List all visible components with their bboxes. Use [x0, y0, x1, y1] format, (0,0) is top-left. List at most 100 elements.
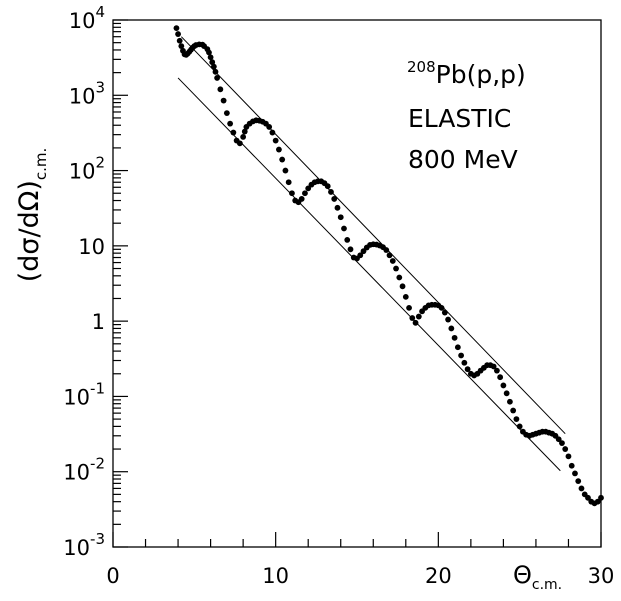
y-tick-label-exponent: 4	[95, 3, 105, 21]
data-point	[559, 440, 565, 446]
data-point	[207, 54, 214, 61]
data-point	[399, 283, 406, 290]
y-tick-label-base: 10	[69, 9, 96, 33]
envelope-line	[177, 77, 561, 472]
data-point	[389, 258, 396, 264]
data-point	[298, 196, 305, 202]
data-point	[396, 274, 403, 281]
y-tick-label-base: 10	[78, 235, 105, 259]
data-point	[572, 470, 578, 477]
data-point	[578, 485, 585, 492]
data-point	[357, 252, 364, 259]
data-point	[510, 407, 517, 414]
y-tick-label-base: 10	[69, 160, 96, 184]
data-point	[223, 110, 230, 116]
data-point	[516, 423, 523, 430]
data-point	[206, 49, 212, 56]
data-point	[175, 31, 181, 37]
data-point	[594, 498, 601, 505]
y-tick-label: 104	[69, 3, 105, 33]
x-axis-label: Θc.m.	[513, 561, 562, 593]
y-tick-label-base: 10	[63, 536, 90, 560]
x-tick-label: 10	[262, 564, 289, 588]
data-point	[458, 352, 465, 359]
data-point	[266, 124, 273, 130]
envelope-lines	[177, 36, 566, 472]
y-axis-label: (dσ/dΩ)c.m.	[14, 148, 50, 283]
x-axis-label-main: Θ	[513, 561, 532, 589]
data-point	[448, 325, 455, 332]
data-point	[210, 63, 217, 70]
x-tick-label: 30	[588, 564, 615, 588]
y-tick-label: 103	[69, 78, 105, 108]
data-point	[383, 247, 390, 253]
annotation-reaction: 208Pb(p,p)	[407, 58, 526, 89]
data-point	[441, 309, 448, 316]
data-point	[438, 304, 445, 311]
data-point	[217, 86, 224, 93]
data-point	[331, 196, 338, 202]
data-point	[328, 189, 334, 195]
data-point	[209, 59, 216, 66]
data-point	[503, 390, 510, 397]
y-tick-label-exponent: -2	[90, 455, 105, 473]
data-point	[334, 204, 341, 211]
x-tick-label: 20	[425, 564, 452, 588]
annotation-mass-number: 208	[407, 58, 436, 76]
x-axis-tick-labels: 0 10 20 30	[106, 564, 614, 588]
data-point	[507, 398, 513, 405]
data-point	[272, 137, 279, 144]
data-point	[344, 236, 351, 243]
data-point	[409, 315, 416, 321]
data-point	[513, 416, 520, 422]
data-points	[173, 25, 604, 507]
y-axis-label-main: (dσ/dΩ)	[14, 180, 45, 282]
data-point	[230, 129, 237, 136]
y-tick-label-base: 10	[63, 461, 90, 485]
data-point	[386, 252, 393, 259]
data-point	[585, 494, 591, 501]
data-point	[241, 128, 248, 135]
y-tick-label-base: 10	[69, 84, 96, 108]
data-point	[598, 494, 604, 501]
data-point	[289, 190, 295, 197]
data-point	[493, 367, 500, 374]
y-tick-label: 102	[69, 154, 105, 184]
data-point	[490, 363, 497, 370]
data-point	[227, 120, 234, 127]
y-axis-label-sub: c.m.	[32, 148, 50, 180]
data-point	[341, 225, 347, 232]
data-point	[415, 313, 422, 320]
data-point	[214, 75, 221, 81]
y-tick-label: 1	[92, 310, 105, 334]
data-point	[445, 316, 451, 323]
data-point	[393, 265, 399, 272]
data-point	[562, 446, 569, 452]
y-tick-label: 10-1	[63, 379, 105, 409]
data-point	[500, 382, 507, 389]
data-point	[412, 319, 419, 326]
y-tick-label-exponent: -3	[90, 530, 105, 548]
x-axis-ticks	[112, 532, 602, 547]
data-point	[451, 334, 458, 341]
annotation-reaction-text: Pb(p,p)	[436, 60, 526, 89]
data-point	[454, 344, 461, 351]
data-point	[240, 134, 247, 140]
data-point	[461, 359, 468, 366]
annotation-energy: 800 MeV	[408, 145, 518, 174]
y-tick-label-exponent: 3	[95, 78, 105, 96]
data-point	[568, 462, 575, 469]
y-tick-label: 10	[78, 235, 105, 259]
data-point	[305, 185, 312, 192]
data-point	[337, 214, 344, 221]
data-point	[347, 246, 354, 253]
data-point	[575, 478, 582, 485]
data-point	[279, 156, 286, 163]
data-point	[176, 37, 183, 44]
data-point	[173, 25, 180, 32]
data-point	[402, 293, 409, 300]
y-tick-label-base: 1	[92, 310, 105, 334]
data-point	[406, 304, 412, 311]
